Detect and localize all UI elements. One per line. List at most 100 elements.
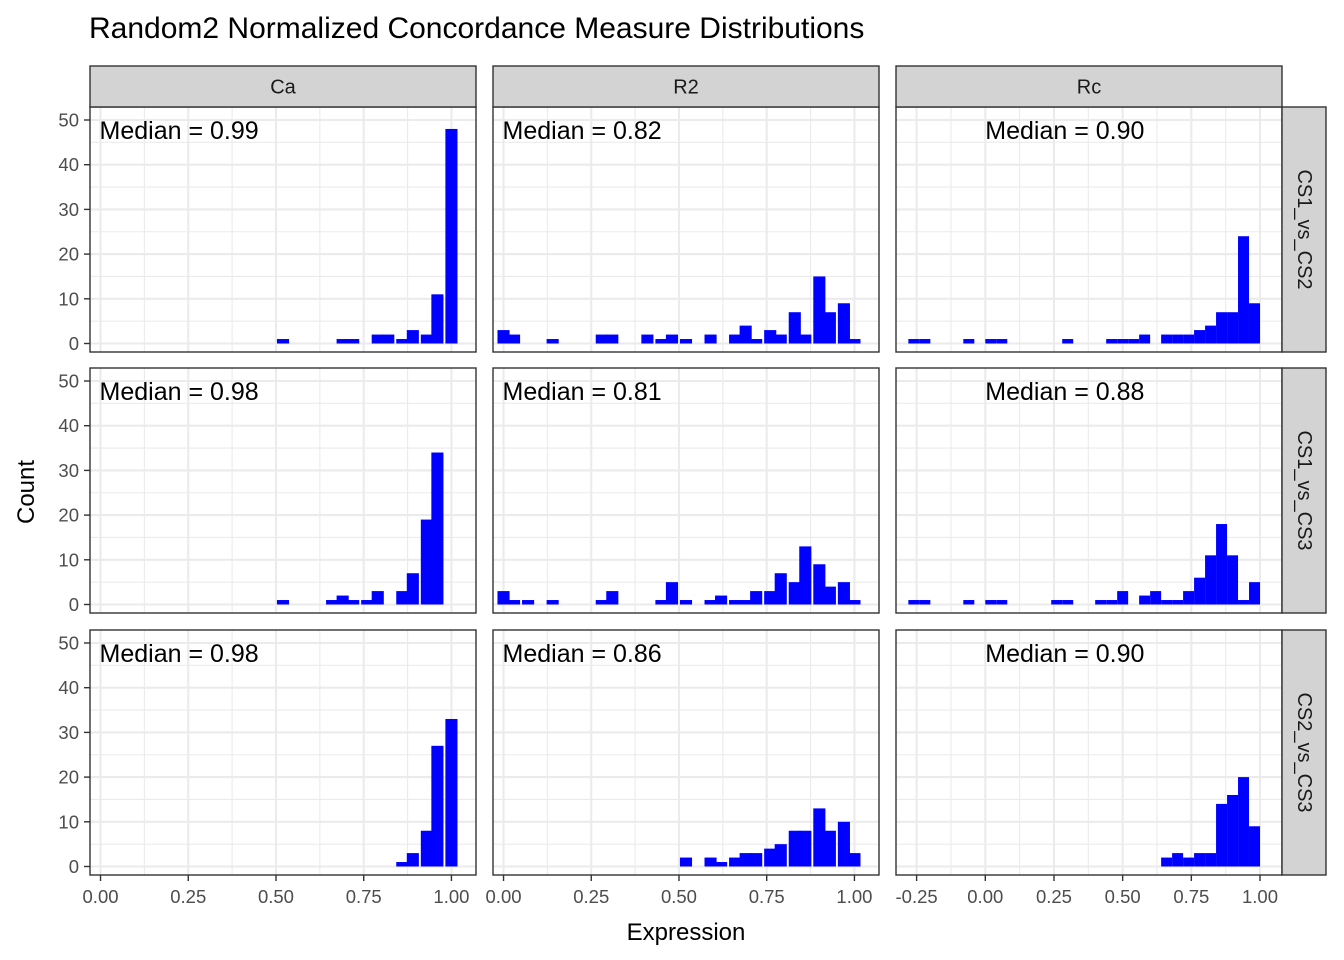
histogram-bar [837, 303, 850, 344]
median-label: Median = 0.98 [100, 378, 259, 406]
histogram-bar [704, 334, 717, 344]
median-label: Median = 0.90 [985, 117, 1144, 145]
y-tick-label: 0 [69, 333, 79, 354]
histogram-bar [715, 862, 728, 867]
y-tick-label: 10 [58, 288, 79, 309]
row-strip [1281, 367, 1327, 614]
histogram-bar [396, 339, 409, 344]
histogram-bar [1106, 339, 1118, 344]
histogram-bar [739, 600, 752, 605]
y-tick-label: 10 [58, 549, 79, 570]
histogram-bar [371, 334, 384, 344]
histogram-bar [1249, 582, 1261, 605]
x-tick-label: 1.00 [1242, 886, 1278, 907]
column-strip-label: Rc [1077, 77, 1101, 99]
panel-background [896, 107, 1282, 352]
histogram-bar [382, 334, 395, 344]
histogram-bar [739, 853, 752, 867]
histogram-bar [1139, 595, 1151, 605]
histogram-bar [813, 276, 826, 344]
y-tick-label: 40 [58, 677, 79, 698]
histogram-bar [336, 595, 349, 605]
histogram-bar [655, 600, 668, 605]
histogram-bar [823, 830, 836, 867]
x-tick-label: 0.50 [661, 886, 697, 907]
row-strip-label: CS1_vs_CS2 [1293, 169, 1315, 289]
histogram-bar [764, 848, 777, 867]
histogram-bar [665, 334, 679, 344]
histogram-bar [823, 312, 836, 344]
median-label: Median = 0.81 [503, 378, 662, 406]
histogram-bar [799, 546, 812, 605]
column-strip-label: R2 [673, 77, 699, 99]
histogram-bar [1249, 826, 1261, 867]
y-tick-label: 30 [58, 722, 79, 743]
histogram-bar [1205, 325, 1217, 344]
histogram-bar [522, 600, 535, 605]
histogram-bar [1183, 591, 1195, 605]
histogram-bar [985, 339, 997, 344]
histogram-bar [1205, 853, 1217, 867]
histogram-bar [729, 334, 742, 344]
histogram-bar [774, 573, 787, 605]
x-tick-label: 0.75 [346, 886, 382, 907]
row-strip [1281, 629, 1327, 876]
x-tick-label: 0.00 [967, 886, 1003, 907]
histogram-bar [508, 334, 521, 344]
histogram-bar [704, 600, 717, 605]
histogram-bar [750, 591, 763, 605]
histogram-bar [595, 600, 608, 605]
histogram-bar [788, 582, 801, 605]
histogram-bar [729, 600, 742, 605]
histogram-bar [1183, 857, 1195, 867]
histogram-bar [1205, 555, 1217, 605]
row-strip [1281, 106, 1327, 353]
histogram-bar [508, 600, 521, 605]
histogram-bar [497, 330, 510, 344]
row-strip-label: CS2_vs_CS3 [1293, 692, 1315, 812]
histogram-bar [396, 862, 409, 867]
histogram-bar [837, 821, 850, 867]
histogram-bar [655, 339, 668, 344]
histogram-bar [445, 718, 458, 867]
histogram-bar [1161, 857, 1173, 867]
panel-background [90, 630, 476, 875]
histogram-bar [1095, 600, 1107, 605]
x-tick-label: 0.00 [486, 886, 522, 907]
histogram-bar [546, 600, 559, 605]
y-tick-label: 0 [69, 594, 79, 615]
histogram-bar [431, 745, 444, 867]
histogram-bar [595, 334, 608, 344]
histogram-bar [1117, 339, 1129, 344]
histogram-bar [276, 600, 290, 605]
histogram-bar [750, 339, 763, 344]
histogram-bar [1161, 600, 1173, 605]
histogram-bar [750, 853, 763, 867]
histogram-bar [799, 830, 812, 867]
histogram-bar [764, 591, 777, 605]
histogram-bar [788, 830, 801, 867]
histogram-bar [679, 857, 693, 867]
median-label: Median = 0.86 [503, 640, 662, 668]
histogram-bar [799, 334, 812, 344]
y-tick-label: 50 [58, 633, 79, 654]
histogram-bar [445, 128, 458, 344]
histogram-bar [606, 334, 619, 344]
x-tick-label: 0.75 [1173, 886, 1209, 907]
histogram-bar [813, 808, 826, 867]
median-label: Median = 0.99 [100, 117, 259, 145]
panel-background [90, 107, 476, 352]
median-label: Median = 0.82 [503, 117, 662, 145]
histogram-bar [1117, 591, 1129, 605]
x-tick-label: 0.75 [749, 886, 785, 907]
histogram-bar [431, 452, 444, 605]
histogram-bar [1051, 600, 1063, 605]
histogram-bar [788, 312, 801, 344]
histogram-bar [848, 339, 861, 344]
histogram-bar [1194, 577, 1206, 605]
histogram-bar [919, 339, 931, 344]
panels-layer: Median = 0.99 0 10 20 30 40 50 Median = 0.82 Med… [58, 65, 1327, 907]
median-label: Median = 0.90 [985, 640, 1144, 668]
histogram-bar [823, 586, 836, 605]
histogram-bar [406, 853, 419, 867]
